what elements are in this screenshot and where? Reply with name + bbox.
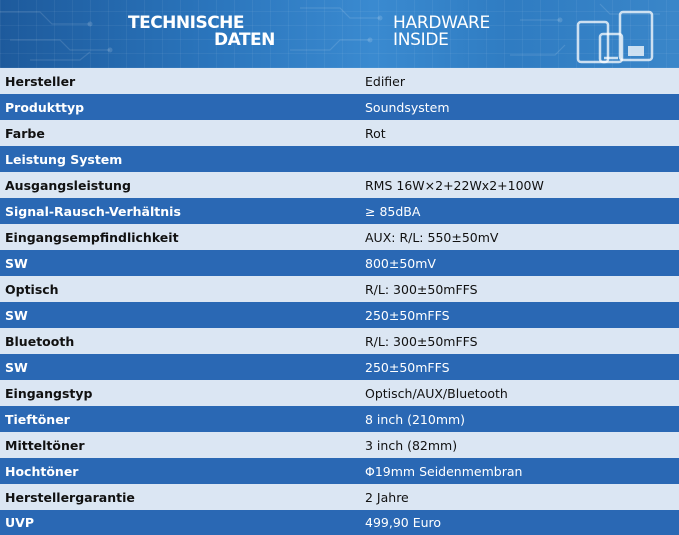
site-logo-line2: INSIDE (393, 30, 449, 50)
header-banner: TECHNISCHE DATEN HARDWARE INSIDE (0, 0, 679, 68)
spec-value: R/L: 300±50mFFS (365, 281, 478, 297)
spec-value: 3 inch (82mm) (365, 437, 458, 453)
table-row: Optisch R/L: 300±50mFFS (0, 276, 679, 302)
section-title-line2: DATEN (214, 30, 275, 50)
site-logo-line1: HARDWARE (393, 13, 490, 33)
table-row: UVP 499,90 Euro (0, 510, 679, 535)
circuit-pattern (0, 3, 660, 61)
table-row: Hersteller Edifier (0, 68, 679, 94)
section-title: TECHNISCHE DATEN (128, 15, 288, 49)
spec-label: Farbe (5, 125, 45, 141)
table-row: SW 800±50mV (0, 250, 679, 276)
table-row: Leistung System (0, 146, 679, 172)
spec-value: RMS 16W×2+22Wx2+100W (365, 177, 544, 193)
spec-value: AUX: R/L: 550±50mV (365, 229, 499, 245)
spec-value: Edifier (365, 73, 406, 89)
spec-value: R/L: 300±50mFFS (365, 333, 478, 349)
spec-label: Herstellergarantie (5, 489, 135, 505)
table-row: Farbe Rot (0, 120, 679, 146)
spec-value: Optisch/AUX/Bluetooth (365, 385, 508, 401)
spec-label: Eingangsempfindlichkeit (5, 229, 179, 245)
table-row: SW 250±50mFFS (0, 354, 679, 380)
spec-label: Leistung System (5, 151, 123, 167)
spec-label: Optisch (5, 281, 59, 297)
table-row: Signal-Rausch-Verhältnis ≥ 85dBA (0, 198, 679, 224)
table-row: Eingangstyp Optisch/AUX/Bluetooth (0, 380, 679, 406)
spec-value: ≥ 85dBA (365, 203, 421, 219)
spec-label: Hochtöner (5, 463, 79, 479)
table-row: Eingangsempfindlichkeit AUX: R/L: 550±50m… (0, 224, 679, 250)
spec-label: Tieftöner (5, 411, 70, 427)
spec-value: 250±50mFFS (365, 307, 450, 323)
spec-value: 499,90 Euro (365, 515, 442, 530)
spec-value: 250±50mFFS (365, 359, 450, 375)
table-row: Bluetooth R/L: 300±50mFFS (0, 328, 679, 354)
devices-icon (576, 10, 654, 64)
table-row: Produkttyp Soundsystem (0, 94, 679, 120)
spec-label: Mitteltöner (5, 437, 85, 453)
table-row: Herstellergarantie 2 Jahre (0, 484, 679, 510)
spec-label: SW (5, 359, 28, 375)
table-row: Ausgangsleistung RMS 16W×2+22Wx2+100W (0, 172, 679, 198)
table-row: Hochtöner Φ19mm Seidenmembran (0, 458, 679, 484)
spec-label: Signal-Rausch-Verhältnis (5, 203, 181, 219)
spec-value: 800±50mV (365, 255, 436, 271)
table-row: SW 250±50mFFS (0, 302, 679, 328)
spec-value: 2 Jahre (365, 489, 409, 505)
table-row: Tieftöner 8 inch (210mm) (0, 406, 679, 432)
spec-label: UVP (5, 515, 34, 530)
spec-value: Soundsystem (365, 99, 450, 115)
spec-value: 8 inch (210mm) (365, 411, 466, 427)
spec-value: Rot (365, 125, 386, 141)
site-logo-text: HARDWARE INSIDE (393, 15, 553, 49)
spec-label: Eingangstyp (5, 385, 93, 401)
spec-label: Bluetooth (5, 333, 75, 349)
spec-label: Produkttyp (5, 99, 85, 115)
spec-label: SW (5, 255, 28, 271)
spec-label: Hersteller (5, 73, 76, 89)
spec-table: Hersteller Edifier Produkttyp Soundsystem Fa… (0, 68, 679, 535)
spec-label: Ausgangsleistung (5, 177, 131, 193)
spec-value: Φ19mm Seidenmembran (365, 463, 523, 479)
section-title-line1: TECHNISCHE (128, 13, 245, 33)
table-row: Mitteltöner 3 inch (82mm) (0, 432, 679, 458)
spec-label: SW (5, 307, 28, 323)
